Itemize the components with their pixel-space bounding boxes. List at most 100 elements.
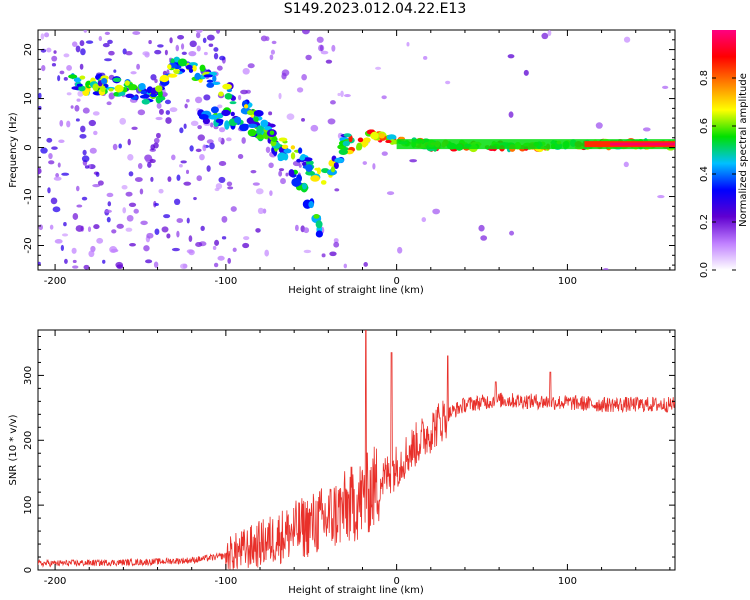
colorbar-ticks: 0.0 0.2 0.4 0.6 0.8 bbox=[699, 70, 736, 278]
noise-blob bbox=[181, 51, 187, 56]
snr-x-tick-label: -200 bbox=[44, 576, 67, 587]
ridge-blob bbox=[305, 170, 315, 176]
branch-blob bbox=[308, 201, 314, 209]
noise-blob bbox=[316, 36, 324, 43]
noise-blob bbox=[88, 119, 97, 127]
noise-blob bbox=[194, 96, 203, 104]
noise-blob bbox=[189, 40, 197, 48]
branch-blob bbox=[256, 125, 264, 134]
noise-blob bbox=[208, 43, 214, 48]
noise-blob bbox=[310, 124, 319, 132]
noise-blob bbox=[264, 249, 270, 257]
spectrogram-marks bbox=[38, 30, 675, 270]
branch-blob bbox=[224, 120, 230, 130]
ridge-blob bbox=[203, 74, 213, 78]
noise-blob bbox=[319, 44, 324, 52]
noise-blob bbox=[180, 43, 185, 50]
ridge-blob bbox=[363, 137, 371, 143]
noise-blob bbox=[186, 217, 190, 224]
noise-blob bbox=[41, 64, 46, 72]
noise-blob bbox=[217, 104, 223, 109]
noise-blob bbox=[333, 238, 339, 244]
snr-line bbox=[38, 330, 675, 570]
spectrogram-y-axis-label: Frequency (Hz) bbox=[8, 112, 19, 188]
noise-blob bbox=[362, 161, 368, 165]
noise-blob bbox=[128, 202, 137, 207]
noise-blob bbox=[125, 191, 133, 197]
spectrogram-x-tick-label: -100 bbox=[215, 276, 238, 287]
noise-blob bbox=[145, 259, 153, 264]
noise-blob bbox=[189, 145, 194, 152]
noise-blob bbox=[93, 224, 100, 230]
noise-blob bbox=[216, 30, 221, 34]
noise-blob bbox=[507, 54, 515, 59]
noise-blob bbox=[203, 94, 211, 101]
ridge-blob bbox=[73, 77, 82, 83]
noise-blob bbox=[106, 216, 111, 223]
spectrogram-y-tick-label: -20 bbox=[23, 237, 34, 253]
noise-blob bbox=[102, 259, 106, 264]
noise-blob bbox=[52, 206, 61, 213]
noise-blob bbox=[226, 137, 232, 142]
noise-blob bbox=[523, 69, 529, 76]
noise-blob bbox=[179, 163, 183, 168]
noise-blob bbox=[269, 54, 274, 61]
ridge-blob bbox=[199, 64, 206, 72]
noise-blob bbox=[153, 261, 159, 269]
branch-blob bbox=[301, 183, 307, 190]
noise-blob bbox=[53, 50, 57, 54]
noise-blob bbox=[83, 30, 87, 33]
spectrogram-y-tick-label: -10 bbox=[23, 188, 34, 204]
noise-blob bbox=[129, 243, 136, 247]
noise-blob bbox=[136, 63, 140, 70]
branch-blob bbox=[291, 177, 301, 187]
ridge-blob bbox=[330, 166, 336, 173]
ridge-blob bbox=[139, 94, 150, 99]
noise-blob bbox=[74, 104, 80, 112]
snr-panel: -200 -100 0 100 0 100 200 300 Height of straigh… bbox=[8, 329, 676, 596]
ridge-blob bbox=[68, 74, 78, 79]
noise-blob bbox=[203, 51, 208, 56]
noise-blob bbox=[161, 226, 169, 233]
noise-blob bbox=[333, 241, 340, 248]
spectrogram-y-tick-label: 20 bbox=[23, 43, 34, 56]
noise-blob bbox=[132, 31, 141, 35]
ridge-blob bbox=[343, 147, 349, 151]
noise-blob bbox=[76, 98, 81, 102]
noise-blob bbox=[657, 194, 665, 199]
noise-blob bbox=[196, 175, 202, 182]
noise-blob bbox=[243, 236, 250, 241]
ridge-blob bbox=[305, 160, 314, 166]
noise-blob bbox=[303, 227, 310, 234]
noise-blob bbox=[255, 228, 261, 233]
spectrogram-x-tick-label: 100 bbox=[558, 276, 577, 287]
noise-blob bbox=[268, 111, 273, 116]
noise-blob bbox=[164, 99, 172, 105]
noise-blob bbox=[125, 51, 133, 56]
noise-blob bbox=[158, 188, 164, 194]
colorbar-tick-label: 0.6 bbox=[699, 118, 710, 134]
colorbar-tick-label: 0.4 bbox=[699, 166, 710, 182]
noise-blob bbox=[130, 71, 137, 75]
noise-blob bbox=[93, 130, 98, 136]
noise-blob bbox=[54, 239, 63, 244]
noise-blob bbox=[126, 214, 134, 222]
noise-blob bbox=[252, 182, 260, 186]
ridge-blob bbox=[253, 116, 259, 122]
noise-blob bbox=[321, 253, 326, 258]
noise-blob bbox=[169, 107, 178, 113]
noise-blob bbox=[603, 267, 609, 270]
noise-blob bbox=[278, 170, 283, 177]
noise-blob bbox=[237, 94, 242, 101]
noise-blob bbox=[104, 31, 111, 36]
colorbar-tick-label: 0.2 bbox=[699, 214, 710, 230]
noise-blob bbox=[375, 66, 382, 70]
ridge-blob bbox=[185, 64, 193, 70]
noise-blob bbox=[134, 177, 143, 182]
noise-blob bbox=[240, 89, 248, 95]
spectrogram-y-tick-label: 0 bbox=[23, 144, 34, 150]
ridge-blob bbox=[92, 83, 99, 92]
noise-blob bbox=[75, 118, 80, 122]
noise-blob bbox=[268, 162, 274, 169]
